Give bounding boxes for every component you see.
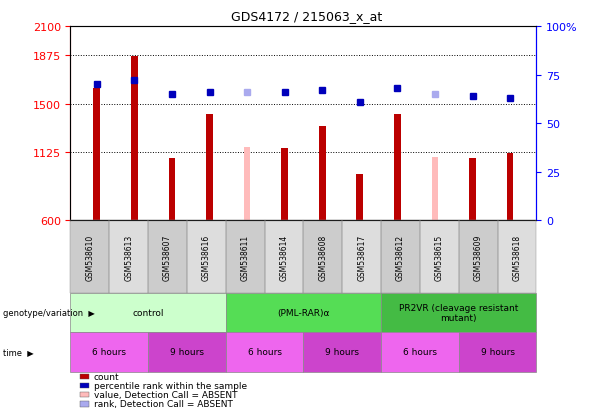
- Text: genotype/variation  ▶: genotype/variation ▶: [3, 309, 95, 317]
- Text: control: control: [132, 309, 164, 317]
- Bar: [206, 115, 213, 221]
- Text: 9 hours: 9 hours: [481, 348, 514, 356]
- Text: percentile rank within the sample: percentile rank within the sample: [94, 381, 247, 390]
- Text: GSM538607: GSM538607: [163, 234, 172, 280]
- Text: GSM538608: GSM538608: [318, 234, 327, 280]
- Text: count: count: [94, 372, 120, 381]
- Text: GSM538615: GSM538615: [435, 234, 444, 280]
- Text: GSM538616: GSM538616: [202, 234, 211, 280]
- Bar: [432, 157, 438, 221]
- Text: GDS4172 / 215063_x_at: GDS4172 / 215063_x_at: [231, 10, 382, 23]
- Text: 9 hours: 9 hours: [170, 348, 204, 356]
- Text: GSM538614: GSM538614: [280, 234, 289, 280]
- Text: GSM538618: GSM538618: [512, 234, 522, 280]
- Bar: [244, 147, 251, 221]
- Text: PR2VR (cleavage resistant
mutant): PR2VR (cleavage resistant mutant): [399, 303, 519, 323]
- Bar: [394, 115, 401, 221]
- Bar: [356, 174, 363, 221]
- Text: GSM538611: GSM538611: [241, 234, 249, 280]
- Bar: [507, 154, 514, 221]
- Bar: [319, 126, 326, 221]
- Bar: [93, 89, 100, 221]
- Text: time  ▶: time ▶: [3, 348, 34, 356]
- Text: GSM538612: GSM538612: [396, 234, 405, 280]
- Bar: [169, 159, 175, 221]
- Text: GSM538609: GSM538609: [474, 234, 482, 280]
- Text: GSM538613: GSM538613: [124, 234, 133, 280]
- Text: 6 hours: 6 hours: [248, 348, 281, 356]
- Text: 9 hours: 9 hours: [326, 348, 359, 356]
- Bar: [131, 57, 138, 221]
- Bar: [469, 159, 476, 221]
- Text: value, Detection Call = ABSENT: value, Detection Call = ABSENT: [94, 390, 237, 399]
- Text: GSM538610: GSM538610: [85, 234, 94, 280]
- Text: rank, Detection Call = ABSENT: rank, Detection Call = ABSENT: [94, 399, 233, 408]
- Bar: [281, 149, 288, 221]
- Text: GSM538617: GSM538617: [357, 234, 366, 280]
- Text: 6 hours: 6 hours: [403, 348, 437, 356]
- Text: 6 hours: 6 hours: [93, 348, 126, 356]
- Text: (PML-RAR)α: (PML-RAR)α: [277, 309, 330, 317]
